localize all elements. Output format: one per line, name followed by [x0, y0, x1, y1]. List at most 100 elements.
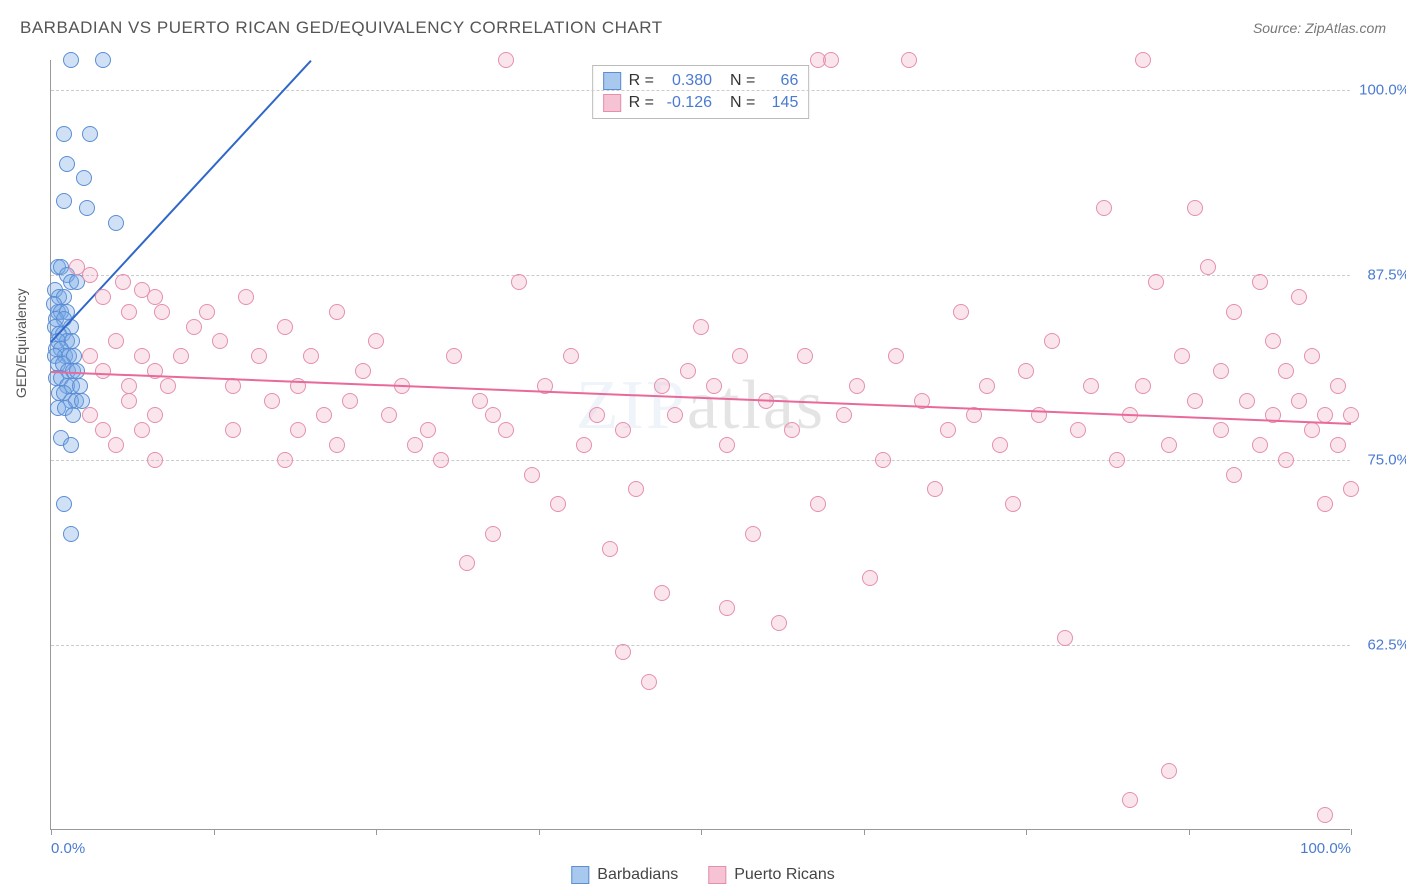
scatter-point: [1317, 496, 1333, 512]
stats-row: R =-0.126N =145: [603, 92, 799, 114]
x-tick-label: 0.0%: [51, 840, 85, 857]
scatter-point: [108, 333, 124, 349]
scatter-point: [706, 378, 722, 394]
scatter-point: [199, 304, 215, 320]
scatter-point: [264, 393, 280, 409]
scatter-point: [95, 289, 111, 305]
scatter-point: [485, 526, 501, 542]
n-value: 66: [763, 72, 798, 90]
scatter-point: [771, 615, 787, 631]
scatter-point: [1122, 792, 1138, 808]
scatter-point: [459, 555, 475, 571]
scatter-point: [719, 600, 735, 616]
scatter-point: [121, 393, 137, 409]
scatter-point: [72, 378, 88, 394]
scatter-point: [290, 422, 306, 438]
scatter-point: [498, 52, 514, 68]
plot-area: GED/Equivalency ZIPatlas R =0.380N =66R …: [50, 60, 1350, 830]
legend-swatch: [603, 72, 621, 90]
scatter-point: [56, 496, 72, 512]
scatter-point: [680, 363, 696, 379]
scatter-point: [342, 393, 358, 409]
scatter-point: [63, 52, 79, 68]
legend-swatch: [603, 94, 621, 112]
scatter-point: [329, 437, 345, 453]
scatter-point: [550, 496, 566, 512]
y-tick-label: 87.5%: [1367, 266, 1406, 283]
scatter-point: [108, 437, 124, 453]
legend-swatch: [571, 866, 589, 884]
y-tick-label: 62.5%: [1367, 636, 1406, 653]
scatter-point: [719, 437, 735, 453]
x-tick: [214, 829, 215, 835]
scatter-point: [329, 304, 345, 320]
scatter-point: [1005, 496, 1021, 512]
x-tick: [1351, 829, 1352, 835]
scatter-point: [576, 437, 592, 453]
x-tick: [1189, 829, 1190, 835]
scatter-point: [615, 422, 631, 438]
scatter-point: [225, 422, 241, 438]
scatter-point: [654, 585, 670, 601]
scatter-point: [381, 407, 397, 423]
correlation-stats-box: R =0.380N =66R =-0.126N =145: [592, 65, 810, 119]
scatter-point: [186, 319, 202, 335]
x-tick: [376, 829, 377, 835]
scatter-point: [1161, 437, 1177, 453]
scatter-point: [277, 452, 293, 468]
x-tick: [51, 829, 52, 835]
scatter-point: [1317, 807, 1333, 823]
scatter-point: [1213, 363, 1229, 379]
watermark-part1: ZIP: [576, 367, 687, 444]
x-tick: [539, 829, 540, 835]
scatter-point: [927, 481, 943, 497]
scatter-point: [251, 348, 267, 364]
source-attribution: Source: ZipAtlas.com: [1253, 20, 1386, 36]
scatter-point: [875, 452, 891, 468]
scatter-point: [420, 422, 436, 438]
scatter-point: [147, 452, 163, 468]
scatter-point: [407, 437, 423, 453]
y-tick-label: 100.0%: [1359, 81, 1406, 98]
scatter-point: [1213, 422, 1229, 438]
scatter-point: [823, 52, 839, 68]
scatter-point: [628, 481, 644, 497]
scatter-point: [1252, 437, 1268, 453]
scatter-point: [368, 333, 384, 349]
scatter-point: [1135, 378, 1151, 394]
scatter-point: [1057, 630, 1073, 646]
scatter-point: [472, 393, 488, 409]
x-tick: [701, 829, 702, 835]
scatter-point: [953, 304, 969, 320]
scatter-point: [134, 422, 150, 438]
legend-item: Puerto Ricans: [708, 866, 835, 884]
scatter-point: [79, 200, 95, 216]
scatter-point: [563, 348, 579, 364]
scatter-point: [901, 52, 917, 68]
scatter-point: [1304, 348, 1320, 364]
scatter-point: [1161, 763, 1177, 779]
scatter-point: [1343, 407, 1359, 423]
scatter-point: [316, 407, 332, 423]
gridline: [51, 90, 1350, 91]
scatter-point: [511, 274, 527, 290]
scatter-point: [979, 378, 995, 394]
legend-item: Barbadians: [571, 866, 678, 884]
scatter-point: [173, 348, 189, 364]
scatter-point: [1278, 363, 1294, 379]
scatter-point: [134, 348, 150, 364]
scatter-point: [1304, 422, 1320, 438]
scatter-point: [56, 193, 72, 209]
n-value: 145: [763, 94, 798, 112]
scatter-point: [160, 378, 176, 394]
scatter-point: [1343, 481, 1359, 497]
scatter-point: [485, 407, 501, 423]
scatter-point: [1174, 348, 1190, 364]
scatter-point: [836, 407, 852, 423]
r-label: R =: [629, 94, 654, 112]
legend-swatch: [708, 866, 726, 884]
scatter-point: [1148, 274, 1164, 290]
scatter-point: [355, 363, 371, 379]
r-label: R =: [629, 72, 654, 90]
legend-label: Barbadians: [597, 866, 678, 884]
